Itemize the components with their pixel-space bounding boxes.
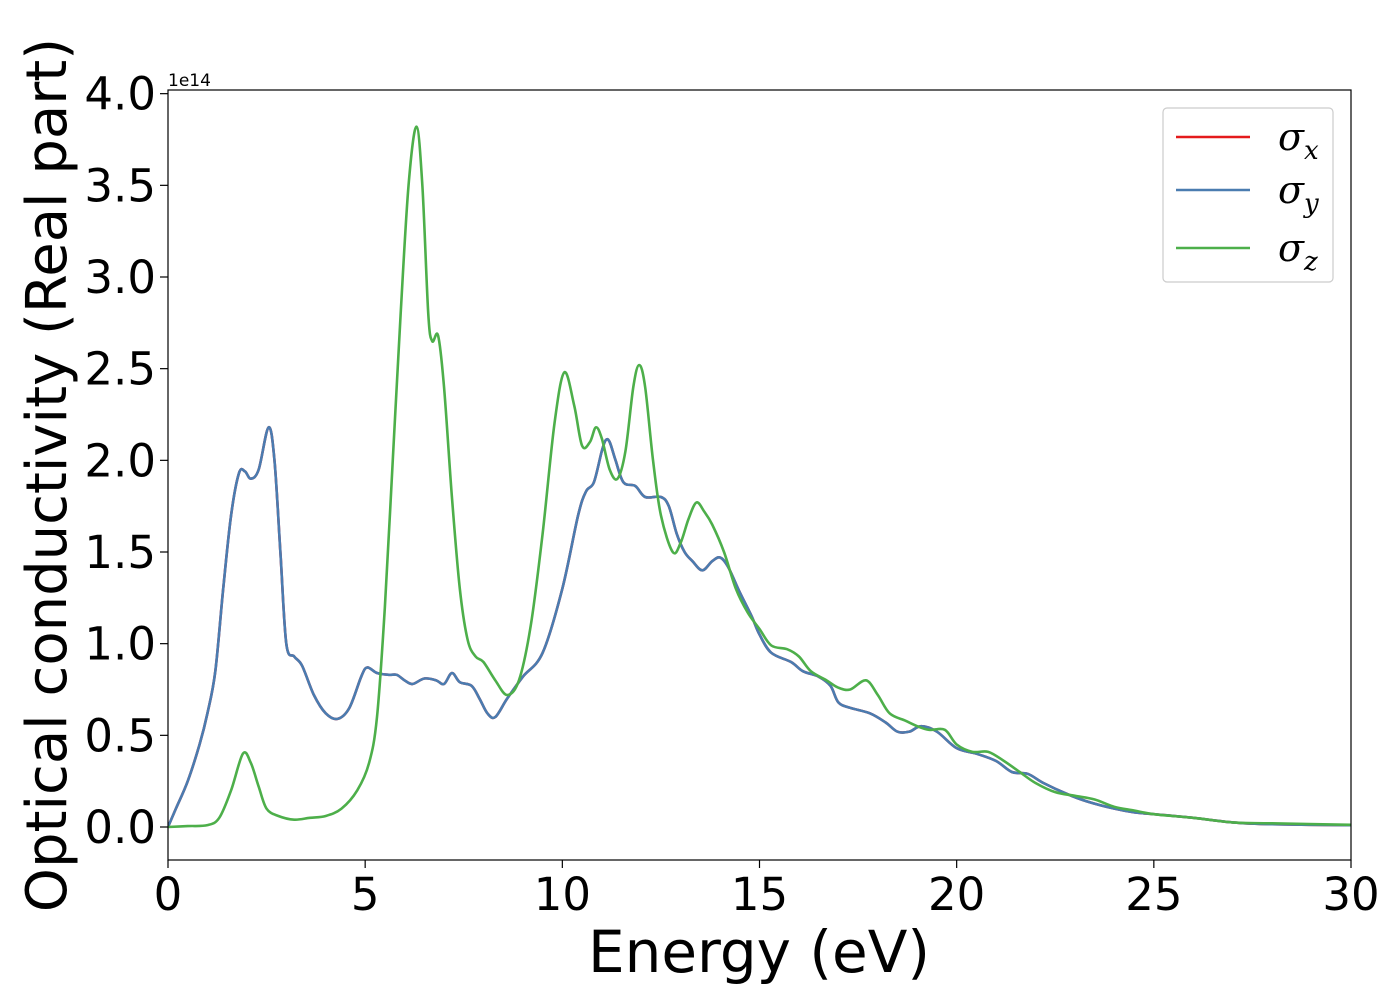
x-tick-label: 25 [1125, 868, 1182, 921]
y-tick-label: 1.5 [84, 526, 156, 579]
y-tick-label: 0.5 [84, 709, 156, 762]
y-tick-label: 2.0 [84, 434, 156, 487]
y-tick-label: 4.0 [84, 68, 156, 121]
y-tick-label: 0.0 [84, 801, 156, 854]
y-tick-label: 2.5 [84, 343, 156, 396]
x-axis-label: Energy (eV) [588, 918, 930, 986]
legend-frame [1162, 107, 1334, 283]
series-line-sigma-z [168, 125, 1351, 829]
x-tick-label: 5 [351, 868, 380, 921]
x-tick-label: 10 [534, 868, 591, 921]
legend-label-sigma-y: σy [1278, 168, 1319, 219]
y-tick-label: 3.0 [84, 251, 156, 304]
y-tick-label: 1.0 [84, 618, 156, 671]
y-axis-label: Optical conductivity (Real part) [15, 38, 80, 912]
y-tick-label: 3.5 [84, 159, 156, 212]
y-axis-ticks: 0.0 0.5 1.0 1.5 2.0 2.5 3.0 3.5 4.0 [84, 68, 168, 854]
x-tick-label: 20 [928, 868, 985, 921]
x-tick-label: 30 [1322, 868, 1379, 921]
x-tick-label: 0 [154, 868, 183, 921]
legend-label-sigma-z: σz [1278, 226, 1318, 277]
x-tick-label: 15 [731, 868, 788, 921]
series-layer [168, 125, 1351, 829]
x-axis-ticks: 0 5 10 15 20 25 30 [154, 860, 1380, 921]
legend-label-sigma-x: σx [1278, 115, 1319, 166]
y-offset-label: 1e14 [168, 71, 211, 91]
